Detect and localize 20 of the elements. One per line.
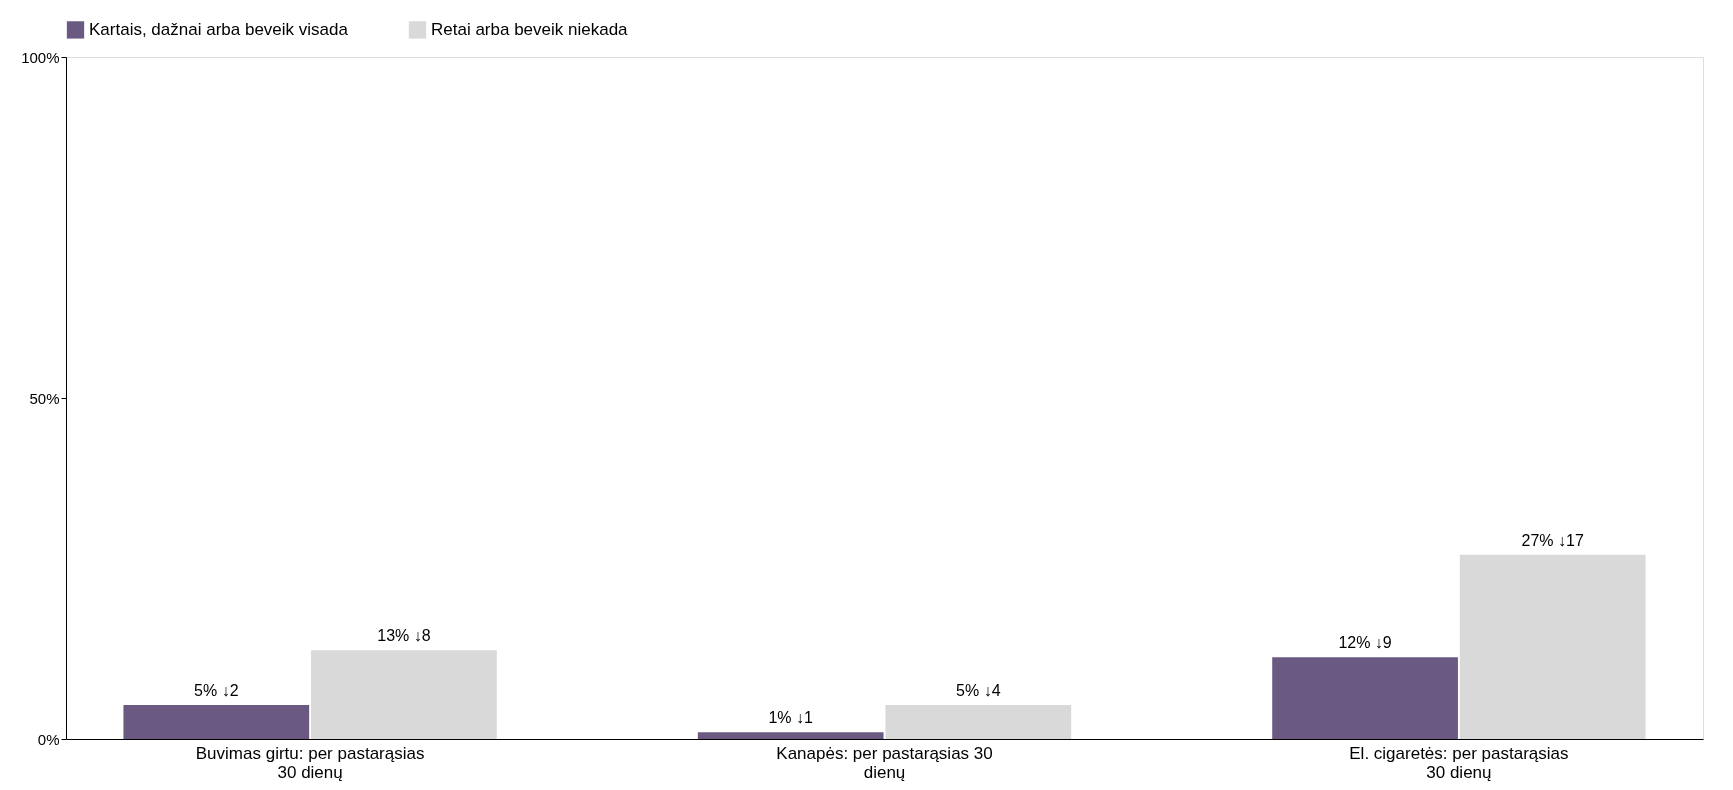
data-label: 13% ↓8 bbox=[377, 627, 431, 645]
data-label: 27% ↓17 bbox=[1521, 531, 1584, 549]
bar bbox=[123, 704, 310, 739]
x-tick-label: Kanapės: per pastarąsias 30 dienų bbox=[776, 743, 993, 782]
data-label: 1% ↓1 bbox=[768, 709, 814, 727]
data-label: 12% ↓9 bbox=[1338, 634, 1392, 652]
data-label: 5% ↓4 bbox=[956, 681, 1001, 699]
bar bbox=[1272, 657, 1458, 739]
bar bbox=[311, 650, 497, 739]
y-tick-label: 0% bbox=[37, 730, 60, 748]
x-tick-label: El. cigaretės: per pastarąsias 30 dienų bbox=[1349, 743, 1569, 782]
legend-label: Retai arba beveik niekada bbox=[431, 19, 629, 39]
bar bbox=[885, 704, 1072, 739]
data-label: 5% ↓2 bbox=[194, 681, 239, 699]
legend-label: Kartais, dažnai arba beveik visada bbox=[89, 19, 349, 39]
x-tick-label: Buvimas girtu: per pastarąsias 30 dienų bbox=[195, 743, 425, 782]
bar bbox=[697, 732, 884, 739]
bar bbox=[1459, 554, 1646, 739]
y-tick-label: 50% bbox=[29, 389, 60, 407]
y-tick-label: 100% bbox=[21, 48, 60, 66]
